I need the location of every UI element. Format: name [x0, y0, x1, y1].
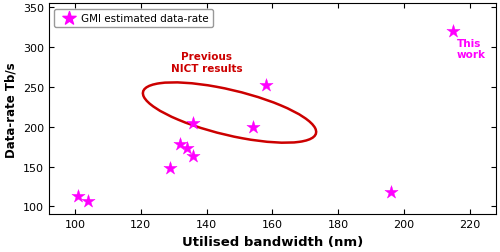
Point [449, 30, 457, 34]
Point [248, 125, 256, 129]
Text: This
work: This work [456, 39, 486, 60]
Point [262, 84, 270, 88]
Text: Previous
NICT results: Previous NICT results [170, 52, 242, 73]
Y-axis label: Data-rate Tb/s: Data-rate Tb/s [4, 62, 17, 157]
Point [166, 167, 174, 171]
Point [84, 199, 92, 203]
Point [74, 194, 82, 198]
Point [190, 121, 198, 125]
Point [183, 147, 191, 151]
Point [386, 190, 394, 194]
Legend: GMI estimated data-rate: GMI estimated data-rate [54, 10, 213, 28]
X-axis label: Utilised bandwidth (nm): Utilised bandwidth (nm) [182, 235, 363, 248]
Point [190, 155, 198, 159]
Point [176, 143, 184, 147]
